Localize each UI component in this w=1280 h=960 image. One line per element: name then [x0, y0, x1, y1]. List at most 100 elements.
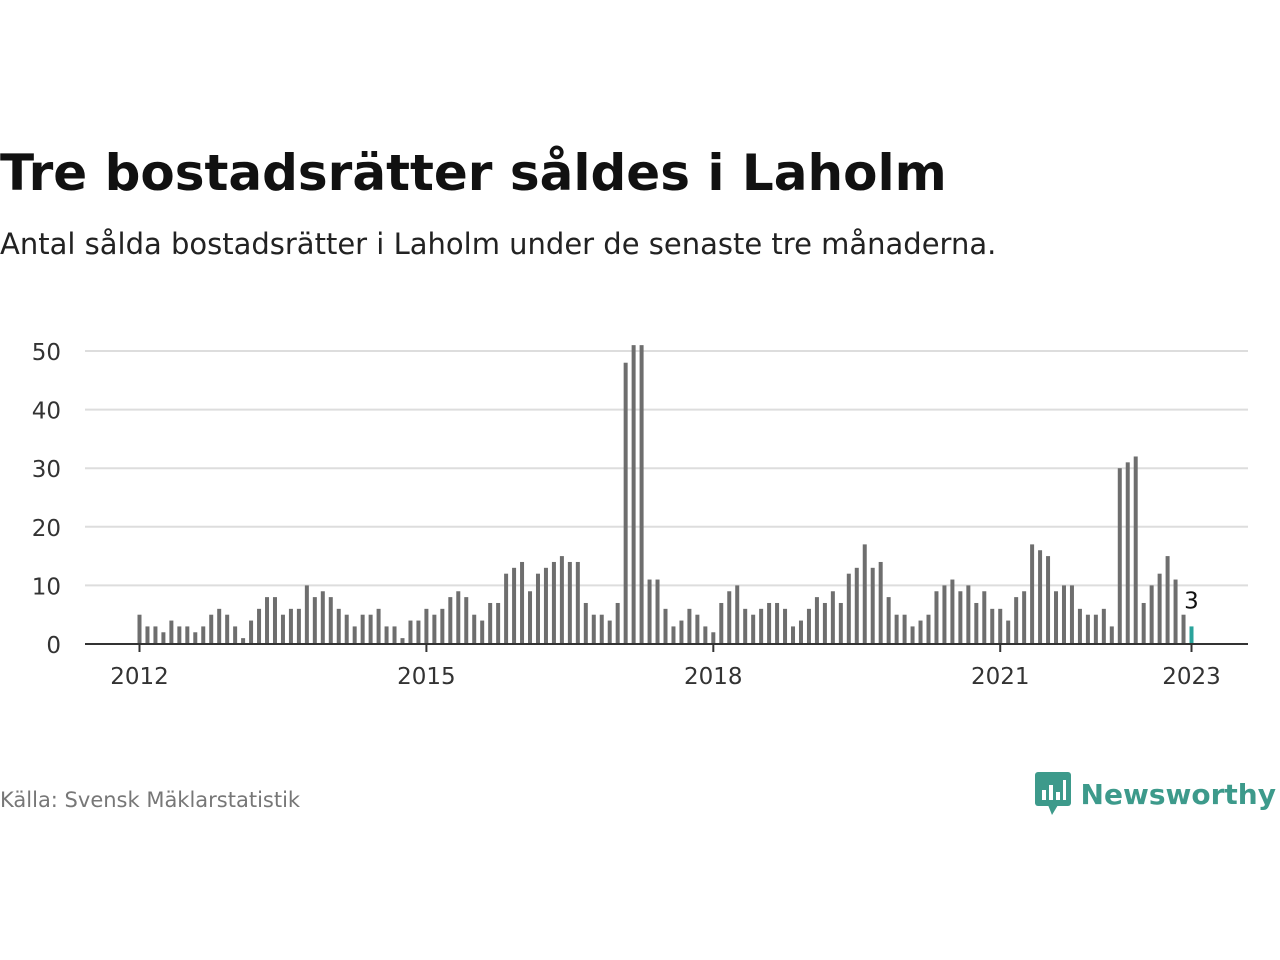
x-tick-label: 2021 — [971, 664, 1030, 690]
bar — [830, 591, 835, 644]
y-tick-label: 10 — [32, 574, 61, 600]
x-tick-label: 2023 — [1162, 664, 1221, 690]
bar — [225, 614, 230, 644]
bar — [512, 567, 517, 644]
bar — [217, 608, 222, 644]
bar — [990, 608, 995, 644]
bar — [1069, 585, 1074, 644]
bar — [177, 626, 182, 644]
bar — [543, 567, 548, 644]
bar — [735, 585, 740, 644]
bar — [862, 544, 867, 644]
bar — [759, 608, 764, 644]
bar — [599, 614, 604, 644]
bar — [982, 591, 987, 644]
bar — [878, 561, 883, 644]
highlight-value-label: 3 — [1184, 588, 1199, 614]
y-tick-label: 0 — [46, 633, 61, 659]
bar — [870, 567, 875, 644]
bar — [814, 597, 819, 644]
bar — [791, 626, 796, 644]
bar — [456, 591, 461, 644]
bar — [368, 614, 373, 644]
bar — [663, 608, 668, 644]
bar — [703, 626, 708, 644]
bars — [137, 345, 1194, 644]
bar — [607, 620, 612, 644]
bar — [854, 567, 859, 644]
brand-logo[interactable]: Newsworthy — [1034, 772, 1276, 816]
bar — [145, 626, 150, 644]
bar-highlight — [1189, 626, 1194, 644]
bar — [1030, 544, 1035, 644]
bar — [201, 626, 206, 644]
bar — [312, 597, 317, 644]
bar — [1085, 614, 1090, 644]
bar — [926, 614, 931, 644]
bar — [528, 591, 533, 644]
bar — [1125, 462, 1130, 644]
labels: 0 10 20 30 40 50 2012 2015 2018 2021 2023 3 — [32, 340, 1221, 690]
bar — [1173, 579, 1178, 644]
bar — [288, 608, 293, 644]
bar — [894, 614, 899, 644]
bar — [265, 597, 270, 644]
bar — [1133, 456, 1138, 644]
bar — [169, 620, 174, 644]
bar — [918, 620, 923, 644]
bar — [687, 608, 692, 644]
bar — [695, 614, 700, 644]
source-text: Källa: Svensk Mäklarstatistik — [0, 788, 301, 812]
bar — [950, 579, 955, 644]
bar — [934, 591, 939, 644]
bar — [424, 608, 429, 644]
bar — [798, 620, 803, 644]
bar — [615, 602, 620, 644]
bar — [496, 602, 501, 644]
bar — [1117, 468, 1122, 644]
bar — [751, 614, 756, 644]
bar — [280, 614, 285, 644]
bar — [1006, 620, 1011, 644]
bar — [241, 638, 246, 644]
chart-title: Tre bostadsrätter såldes i Laholm — [0, 144, 947, 202]
bar — [1141, 602, 1146, 644]
bar — [1093, 614, 1098, 644]
bar — [1061, 585, 1066, 644]
bar — [352, 626, 357, 644]
bar — [272, 597, 277, 644]
bar — [520, 561, 525, 644]
bar — [974, 602, 979, 644]
bar — [559, 556, 564, 644]
bar — [567, 561, 572, 644]
y-tick-label: 20 — [32, 516, 61, 542]
bar — [822, 602, 827, 644]
x-tick-label: 2012 — [110, 664, 169, 690]
bar — [846, 573, 851, 644]
bar — [376, 608, 381, 644]
bar — [233, 626, 238, 644]
bar — [575, 561, 580, 644]
bar — [743, 608, 748, 644]
bar — [336, 608, 341, 644]
bar — [679, 620, 684, 644]
bar — [257, 608, 262, 644]
bar — [153, 626, 158, 644]
y-tick-label: 50 — [32, 340, 61, 366]
bar — [185, 626, 190, 644]
bar — [783, 608, 788, 644]
bar — [655, 579, 660, 644]
bar — [1157, 573, 1162, 644]
bar — [432, 614, 437, 644]
bar — [775, 602, 780, 644]
bar — [328, 597, 333, 644]
bar — [647, 579, 652, 644]
brand-name: Newsworthy — [1080, 777, 1276, 811]
bar — [623, 362, 628, 644]
bar — [838, 602, 843, 644]
bar — [551, 561, 556, 644]
bar — [304, 585, 309, 644]
bar — [344, 614, 349, 644]
bar — [400, 638, 405, 644]
y-tick-label: 40 — [32, 399, 61, 425]
